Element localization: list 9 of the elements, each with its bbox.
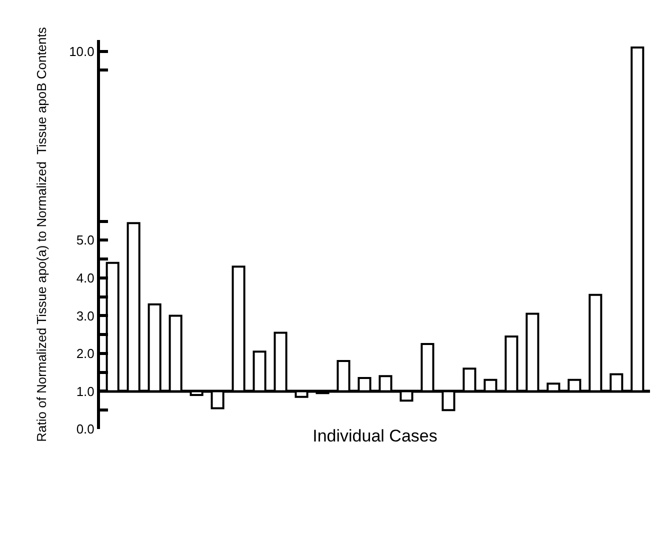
y-tick-label: 5.0 (76, 232, 94, 248)
y-axis-title: Ratio of Normalized Tissue apo(a) to Normalized Tissue apoB Contents (34, 26, 50, 442)
y-tick-label: 3.0 (76, 308, 94, 324)
y-tick-label: 4.0 (76, 270, 94, 286)
x-axis-title: Individual Cases (312, 426, 438, 446)
y-tick-label: 1.0 (76, 384, 94, 399)
y-tick-label: 2.0 (76, 346, 94, 362)
y-tick-label: 10.0 (69, 44, 94, 59)
y-tick-label: 0.0 (76, 422, 94, 437)
